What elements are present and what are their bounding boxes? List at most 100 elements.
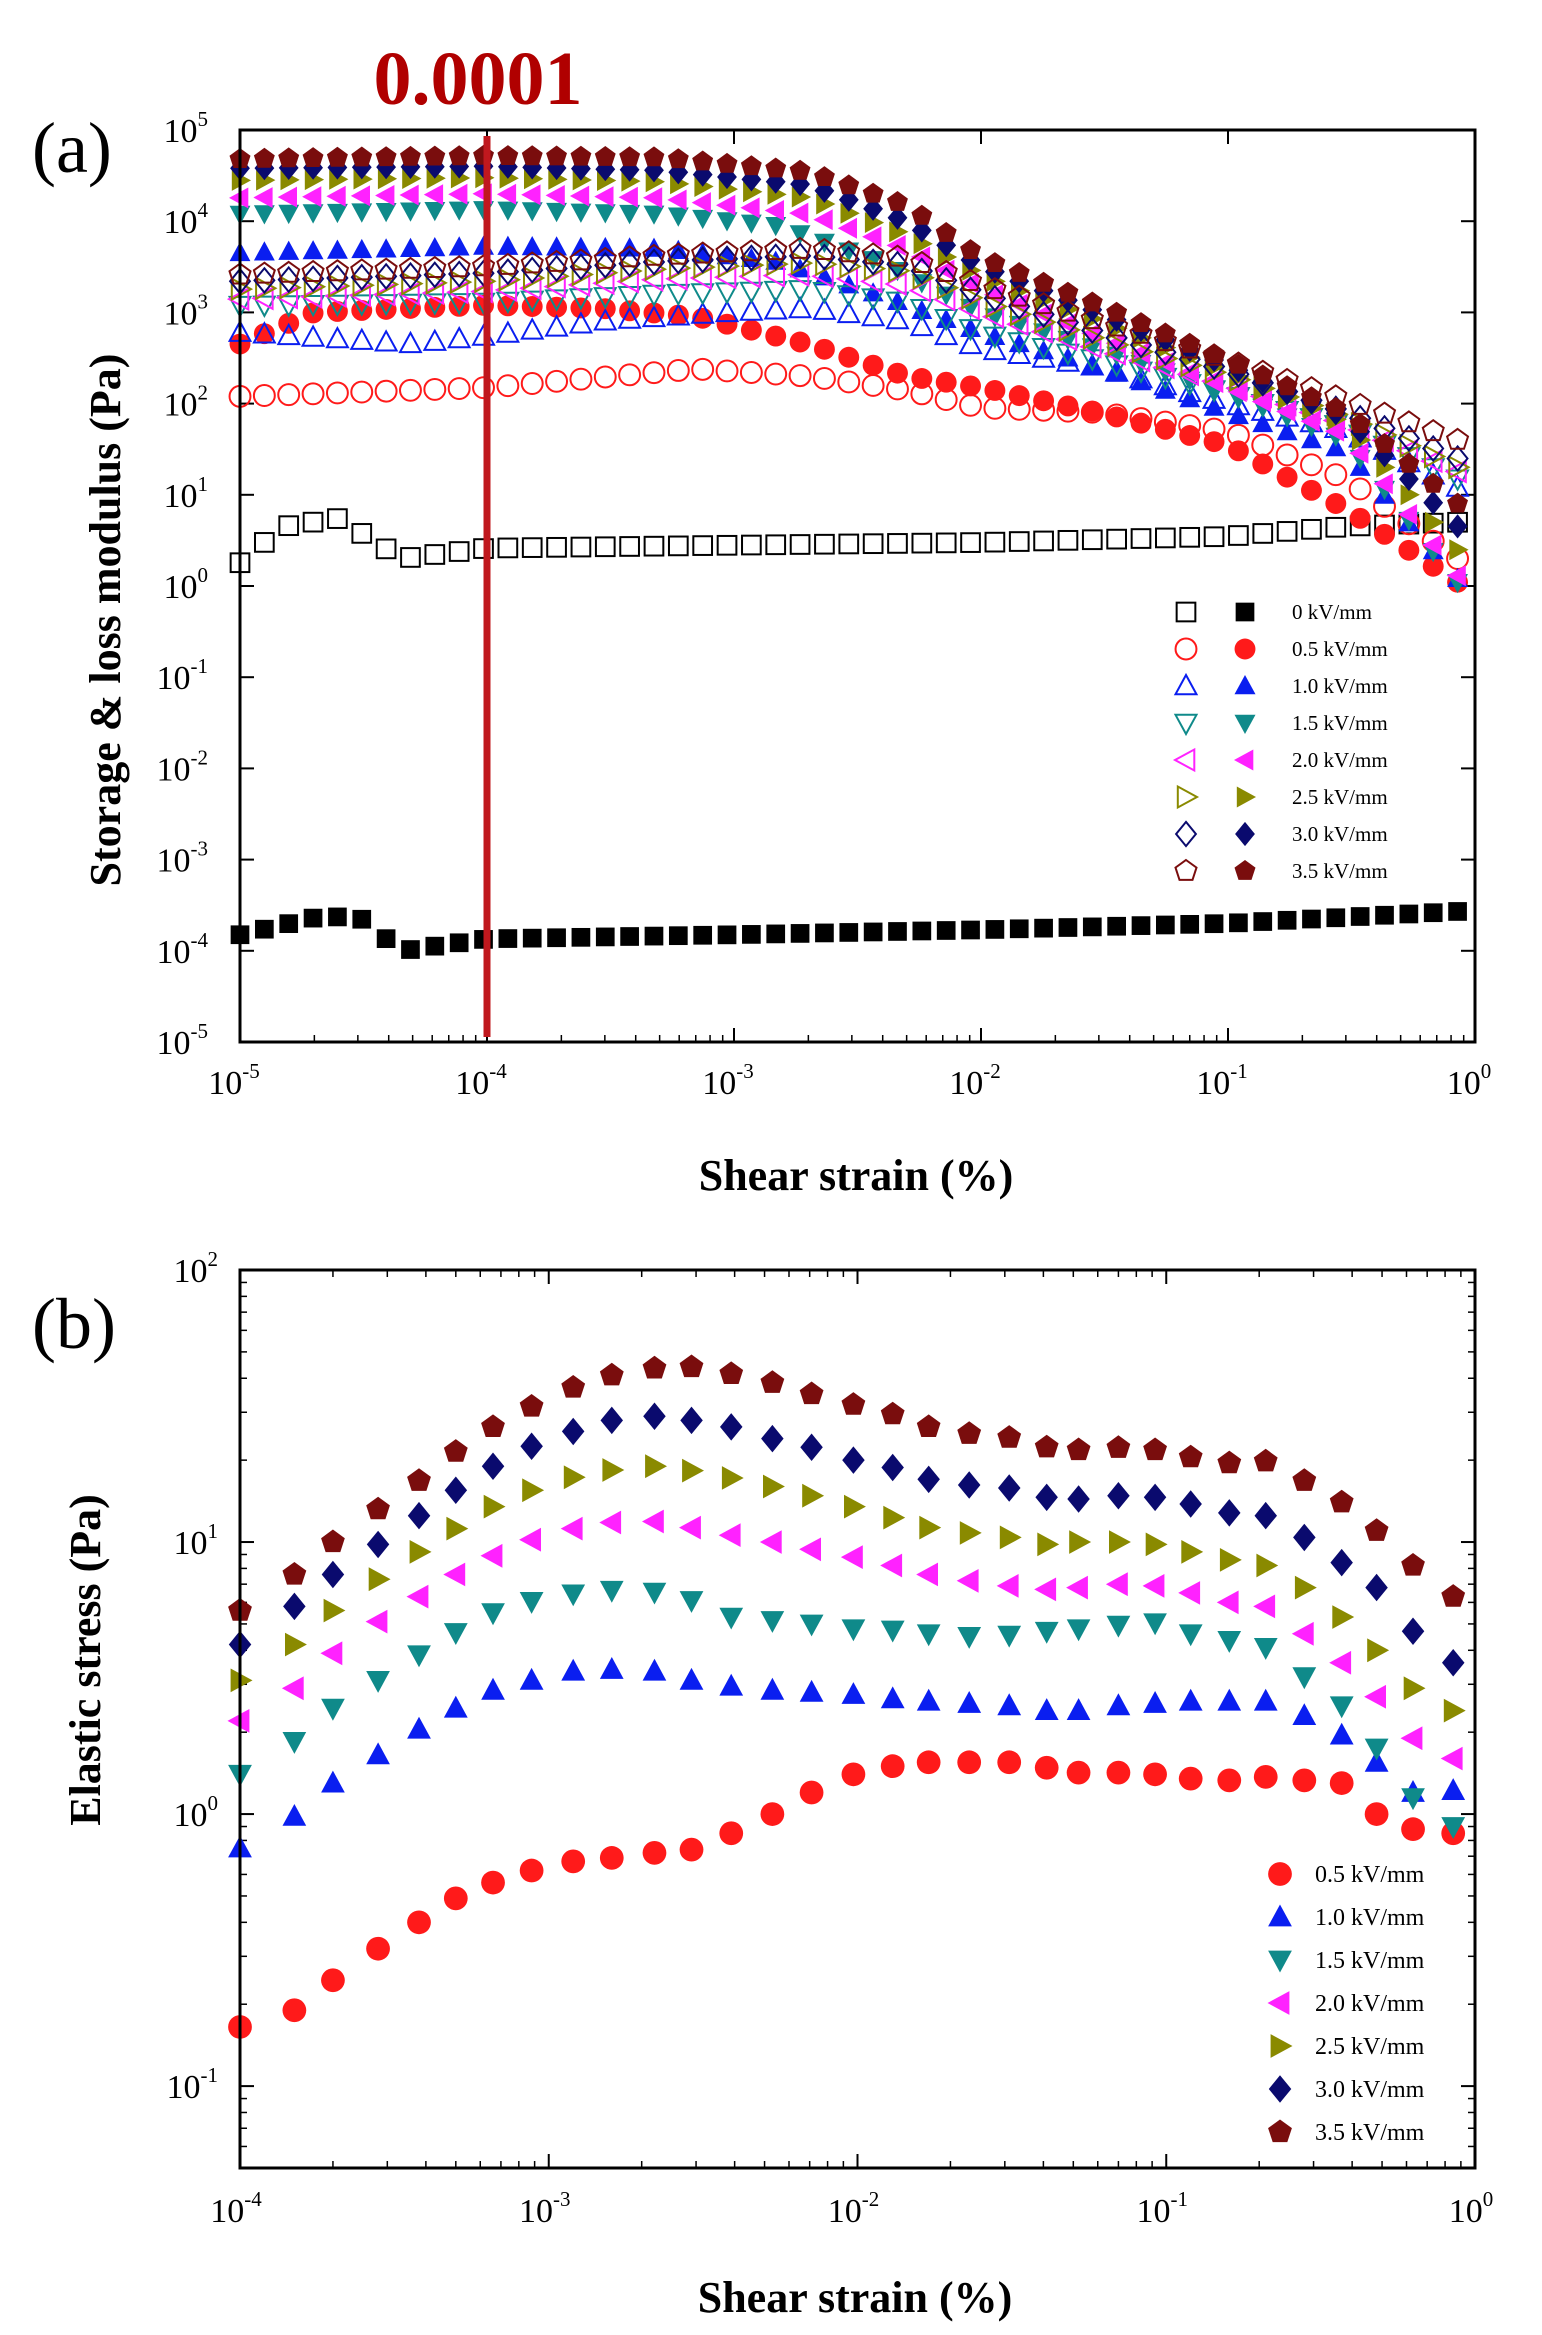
panel-a-storage-point (838, 174, 860, 195)
panel-a-legend-open-marker (1174, 637, 1198, 661)
panel-a-loss-point (1153, 328, 1177, 352)
panel-a-storage-point (326, 185, 346, 207)
panel-b-data-point (1143, 1762, 1167, 1787)
panel-a-storage-point (716, 245, 738, 265)
panel-a-loss-point (691, 241, 715, 264)
panel-a-loss-point (399, 261, 422, 290)
panel-a-storage-point (1325, 493, 1347, 514)
panel-b-data-point (519, 1527, 541, 1552)
panel-b-data-point (1293, 1523, 1316, 1552)
panel-b-data-point (321, 1698, 345, 1721)
panel-b-data-point (883, 1505, 906, 1530)
panel-a-storage-point (887, 191, 908, 211)
panel-b-data-point (957, 1691, 982, 1713)
panel-a-storage-point (571, 927, 591, 947)
panel-a-storage-point (1398, 539, 1420, 561)
panel-b-data-point (282, 1732, 307, 1754)
panel-a-storage-point (1349, 442, 1369, 464)
panel-b-data-point (1178, 1581, 1201, 1605)
panel-b-legend-label: 3.0 kV/mm (1315, 2077, 1425, 2103)
panel-b-data-point (481, 1414, 505, 1437)
panel-a-storage-point (1422, 472, 1444, 493)
panel-a-storage-point (816, 193, 836, 215)
panel-b-data-point (519, 1394, 544, 1417)
panel-a-storage-point (692, 150, 714, 171)
panel-a-loss-point (885, 244, 910, 267)
panel-a-loss-point (278, 515, 300, 537)
panel-a-loss-point (495, 320, 520, 343)
panel-b-legend-label: 2.5 kV/mm (1315, 2034, 1425, 2060)
panel-a-storage-point (888, 922, 907, 941)
panel-b-legend-label: 2.0 kV/mm (1315, 1991, 1425, 2017)
panel-a-y-tick-label: 101 (164, 472, 209, 515)
panel-a-loss-point (1130, 528, 1152, 549)
panel-a-storage-point (253, 323, 275, 345)
panel-b-series-0 (228, 1750, 1466, 2039)
panel-a-storage-point (740, 214, 762, 234)
panel-a-storage-point (1300, 410, 1320, 432)
panel-b-data-point (1106, 1615, 1131, 1638)
panel-a-loss-point (494, 277, 518, 303)
panel-b-data-point (444, 1476, 468, 1504)
panel-a-loss-point (1034, 310, 1057, 335)
panel-a-loss-point (1252, 523, 1274, 544)
panel-a-storage-point (448, 236, 470, 256)
panel-a-storage-point (765, 325, 787, 347)
panel-b-data-point (561, 1375, 586, 1398)
panel-a-storage-point (423, 184, 444, 206)
panel-a-x-tick-label: 10-1 (1196, 1059, 1248, 1102)
panel-a-y-tick-label: 10-2 (157, 745, 209, 788)
panel-a-loss-point (911, 532, 933, 554)
panel-a-legend-label: 2.5 kV/mm (1292, 785, 1388, 809)
panel-a-loss-point (1397, 424, 1421, 453)
panel-b-data-point (1109, 1530, 1131, 1554)
panel-a-loss-point (958, 319, 983, 342)
panel-b-data-point (282, 1562, 307, 1585)
panel-a-loss-point (885, 291, 910, 314)
panel-a-storage-point (887, 362, 908, 384)
panel-b-data-point (406, 1584, 429, 1609)
panel-a-loss-point (569, 248, 593, 271)
panel-b-ticks: 10-4 10-3 10-2 10-1 100 10-1 100 101 102 (167, 1247, 1494, 2230)
panel-b-data-point (916, 1688, 941, 1711)
panel-a-series-7 (228, 144, 1470, 513)
panel-b-data-point (561, 1658, 586, 1681)
panel-b-data-point (1143, 1437, 1167, 1461)
panel-b-data-point (916, 1750, 941, 1775)
panel-a-loss-point (544, 314, 569, 337)
panel-a-storage-point (1423, 903, 1443, 923)
panel-b-label: (b) (32, 1284, 116, 1364)
panel-a-loss-point (642, 243, 666, 266)
panel-a-storage-point (984, 325, 1006, 345)
panel-a-legend-label: 2.0 kV/mm (1292, 748, 1388, 772)
panel-b-data-point (1178, 1688, 1203, 1711)
panel-b-data-point (645, 1454, 667, 1479)
panel-a-points (226, 144, 1471, 959)
panel-a-storage-point (497, 145, 519, 165)
panel-a-storage-point (960, 239, 981, 259)
panel-a-storage-point (717, 925, 737, 945)
panel-a-loss-point (861, 303, 886, 327)
panel-a-y-tick-label: 10-5 (157, 1019, 209, 1062)
panel-a-loss-point (665, 266, 688, 291)
panel-a-loss-point (885, 307, 910, 330)
panel-a: (a) Storage & loss modulus (Pa) Shear st… (32, 37, 1491, 1200)
panel-a-storage-point (1179, 425, 1201, 446)
panel-a-storage-point (886, 235, 906, 256)
panel-a-loss-point (838, 533, 860, 555)
panel-a-storage-point (1180, 914, 1200, 934)
panel-b-data-point (1442, 1649, 1465, 1677)
panel-a-loss-point (958, 268, 983, 291)
panel-a-storage-point (1375, 905, 1394, 925)
panel-a-loss-point (422, 328, 447, 351)
panel-b-data-point (1066, 1760, 1091, 1785)
panel-a-storage-point (1131, 916, 1151, 935)
panel-b-data-point (230, 1668, 253, 1693)
panel-a-storage-point (1251, 391, 1271, 413)
panel-a-reference-line: 0.0001 (374, 37, 583, 1037)
panel-a-loss-point (521, 256, 544, 284)
panel-a-storage-point (668, 926, 688, 946)
panel-a-loss-point (985, 294, 1009, 319)
panel-a-storage-point (837, 217, 857, 239)
panel-b-x-tick-label: 100 (1449, 2187, 1494, 2230)
